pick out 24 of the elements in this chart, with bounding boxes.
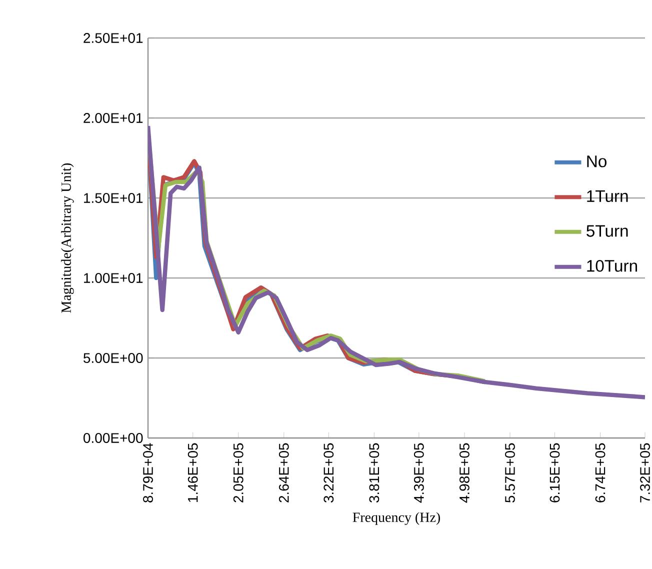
y-tick-label: 0.00E+00: [84, 433, 143, 443]
x-tick-label: 5.57E+05: [505, 443, 515, 502]
y-axis-title: Magnitude(Arbitrary Unit): [61, 163, 74, 313]
x-tick-label: 6.74E+05: [595, 443, 606, 502]
x-tick-label: 3.22E+05: [324, 443, 334, 503]
y-tick-label: 2.50E+01: [84, 33, 143, 43]
x-tick-label: 2.64E+05: [278, 443, 289, 502]
legend-label: 5Turn: [586, 225, 628, 237]
x-tick-label: 6.15E+05: [550, 443, 560, 502]
y-tick-label: 5.00E+00: [84, 353, 143, 363]
y-tick-label: 1.50E+01: [84, 193, 143, 203]
x-tick-label: 4.39E+05: [414, 443, 424, 503]
x-tick-label: 4.98E+05: [460, 443, 470, 503]
legend-label: 1Turn: [587, 190, 628, 202]
legend-label: No: [587, 156, 606, 168]
x-axis-title: Frequency (Hz): [352, 512, 440, 525]
x-tick-label: 7.32E+05: [640, 443, 650, 502]
y-tick-label: 1.00E+01: [84, 273, 143, 283]
x-tick-label: 2.05E+05: [233, 443, 244, 502]
x-tick-label: 1.46E+05: [188, 443, 198, 502]
legend-label: 10Turn: [587, 260, 637, 272]
x-tick-label: 3.81E+05: [369, 443, 380, 503]
x-tick-label: 8.79E+04: [143, 443, 153, 502]
y-tick-label: 2.00E+01: [84, 113, 143, 123]
